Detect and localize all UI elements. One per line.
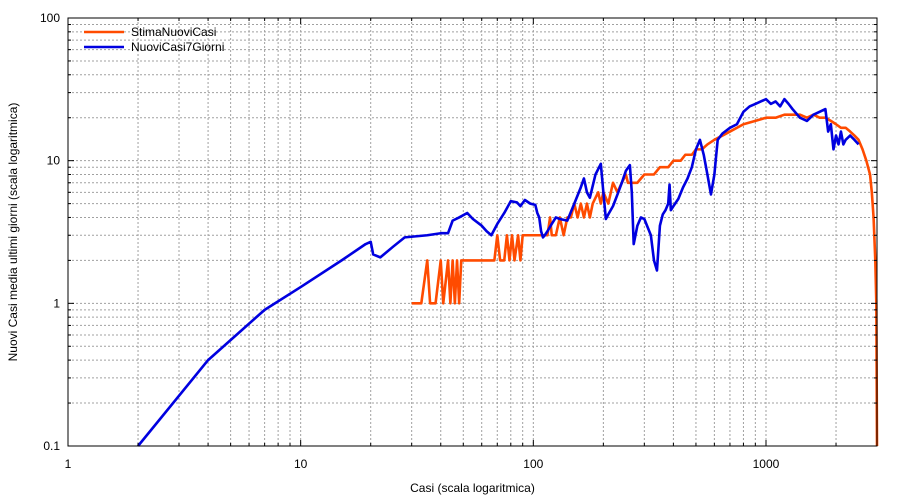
series-line-stima-nuovi-casi bbox=[411, 113, 879, 447]
y-tick-label: 1 bbox=[53, 296, 60, 310]
y-tick-label: 10 bbox=[47, 154, 61, 168]
x-tick-label: 1000 bbox=[753, 457, 780, 471]
x-tick-label: 100 bbox=[523, 457, 543, 471]
grid-lines bbox=[68, 18, 877, 446]
legend-label-nuovi-casi-7-giorni: NuoviCasi7Giorni bbox=[131, 40, 224, 54]
plot-frame bbox=[67, 17, 878, 447]
x-tick-label: 1 bbox=[65, 457, 72, 471]
legend: StimaNuoviCasi NuoviCasi7Giorni bbox=[84, 25, 224, 54]
series-layer bbox=[137, 97, 879, 447]
y-tick-label: 0.1 bbox=[43, 439, 60, 453]
y-axis-label: Nuovi Casi media ultimi giorni (scala lo… bbox=[6, 103, 20, 362]
tick-labels: 1 10 100 1000 0.1 1 10 100 bbox=[40, 11, 780, 471]
series-line-nuovi-casi-7-giorni bbox=[137, 97, 860, 447]
tick-marks bbox=[68, 18, 877, 446]
legend-label-stima-nuovi-casi: StimaNuoviCasi bbox=[131, 25, 216, 39]
y-tick-label: 100 bbox=[40, 11, 60, 25]
x-axis-label: Casi (scala logaritmica) bbox=[410, 481, 535, 495]
x-tick-label: 10 bbox=[294, 457, 308, 471]
